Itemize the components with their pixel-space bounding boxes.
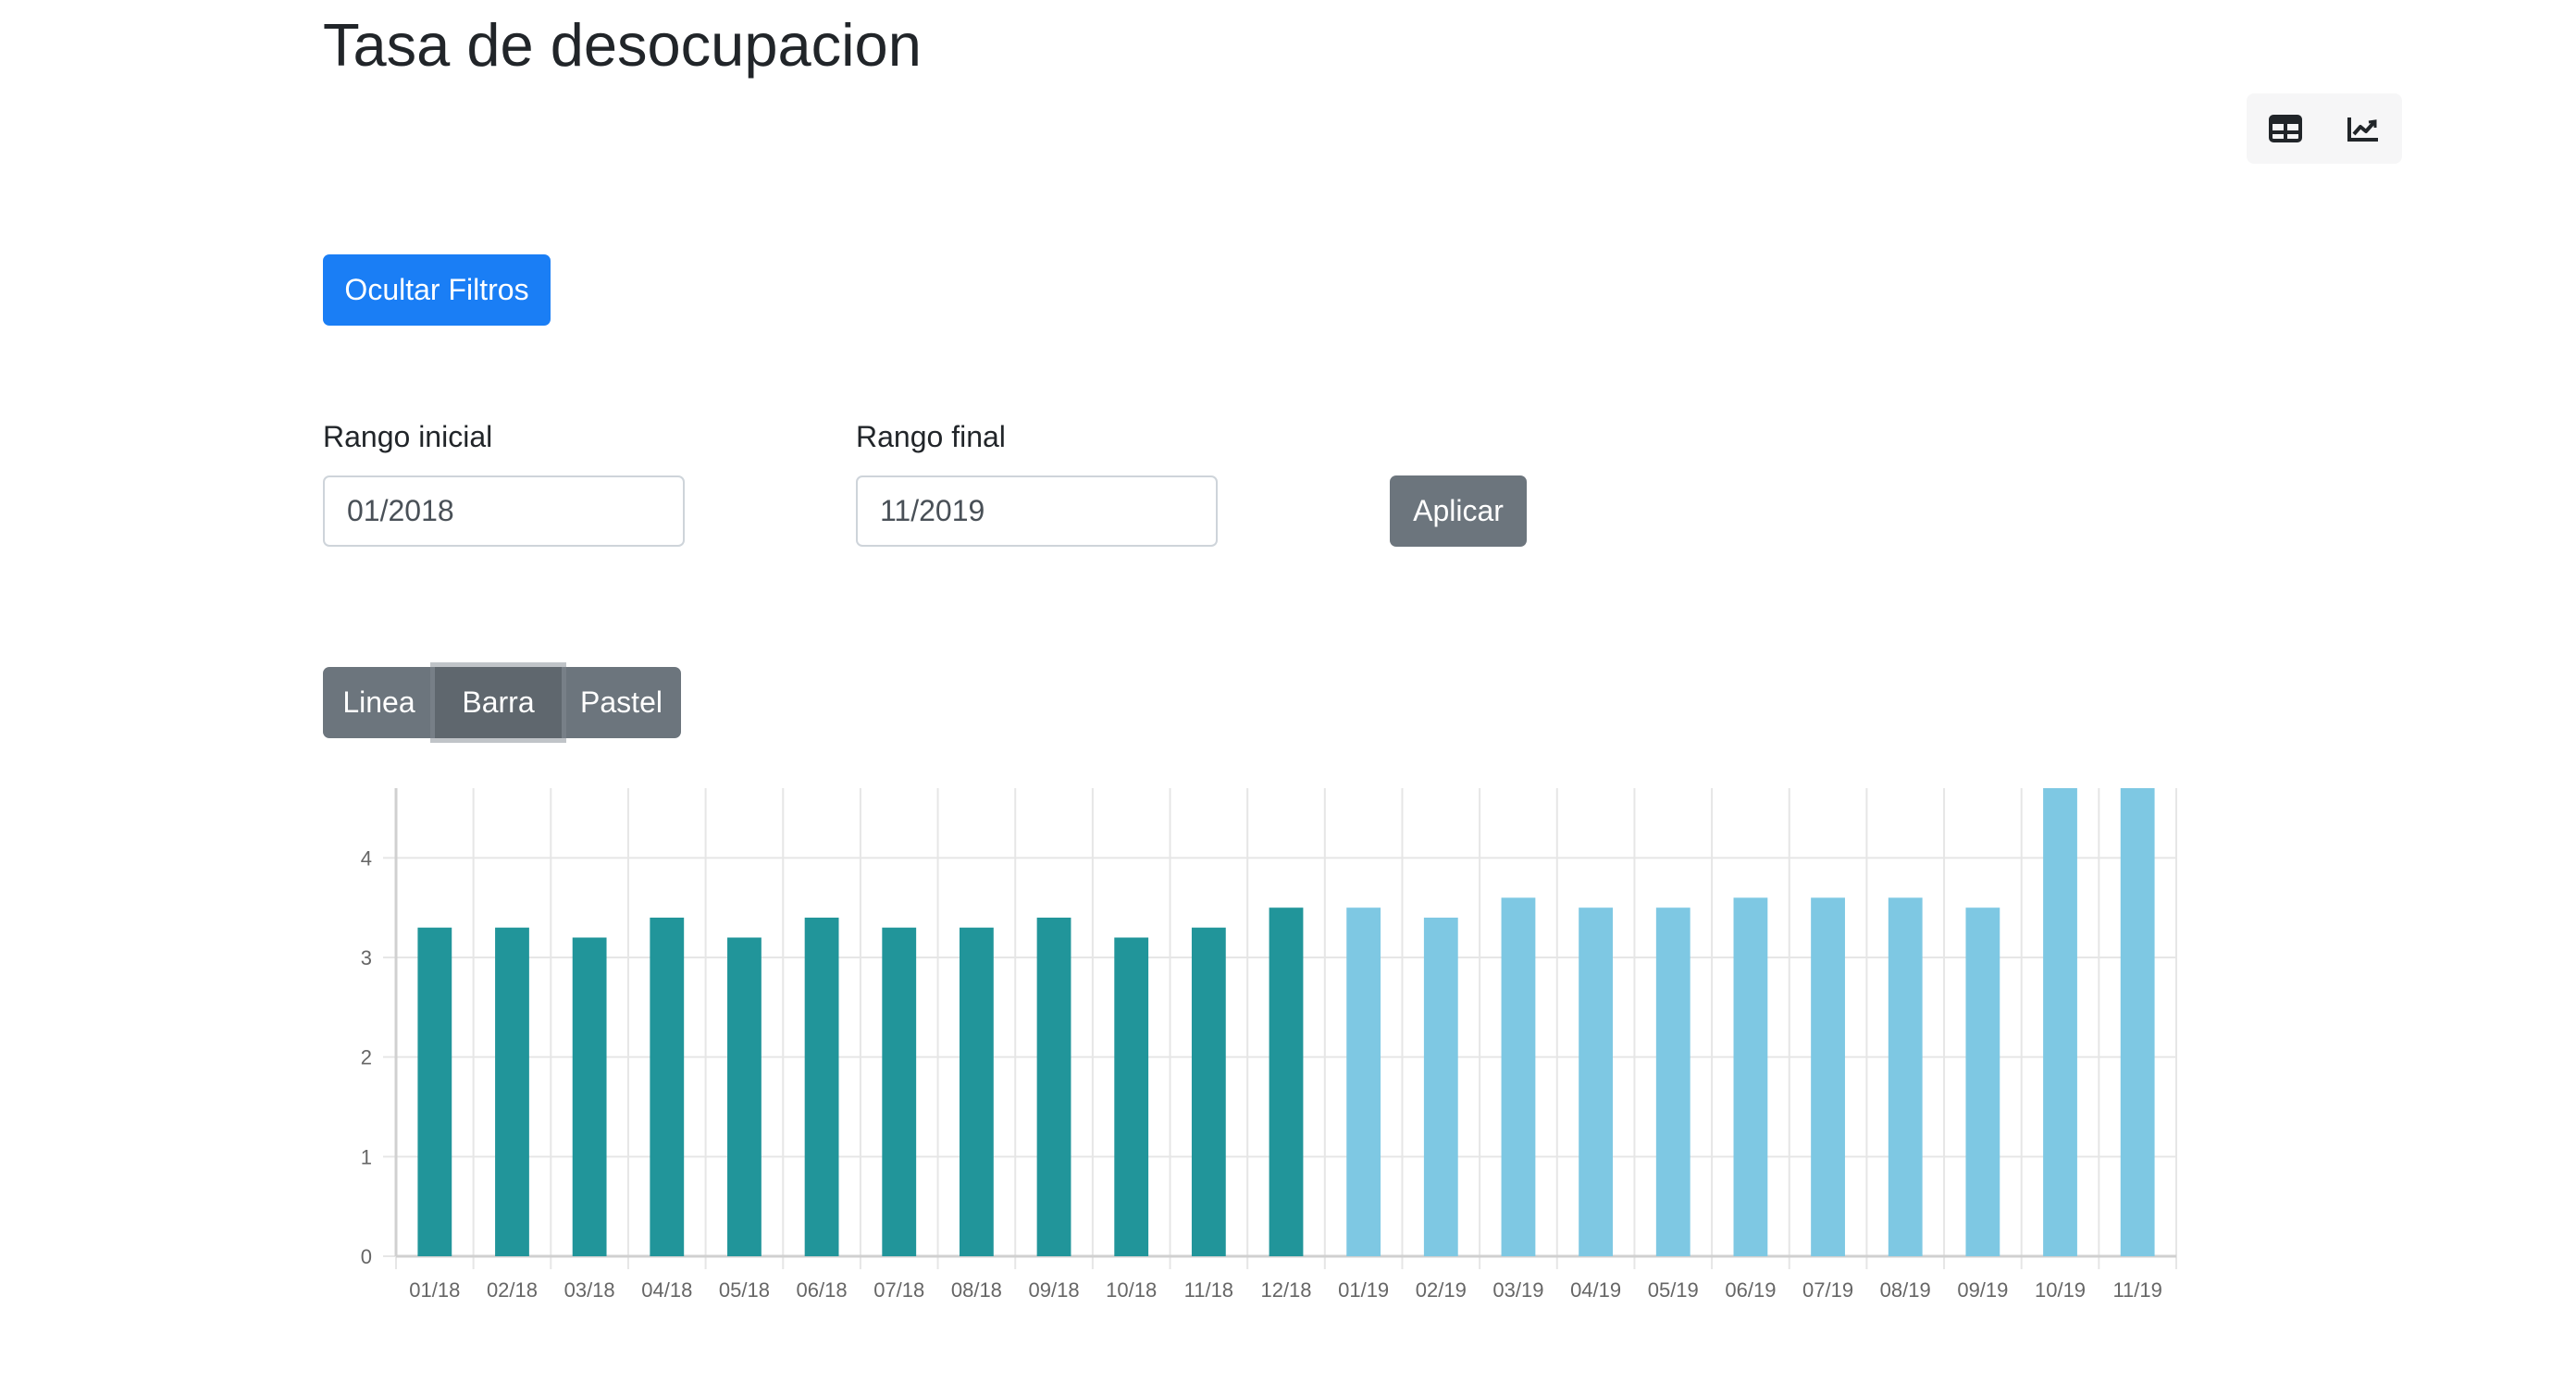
chart-bars xyxy=(417,788,2155,1256)
chart-type-line-button[interactable]: Linea xyxy=(323,667,435,738)
x-tick-label: 06/18 xyxy=(797,1278,848,1302)
chart-type-pie-button[interactable]: Pastel xyxy=(562,667,681,738)
x-tick-label: 05/19 xyxy=(1648,1278,1699,1302)
bar-06-19[interactable] xyxy=(1733,897,1768,1256)
bar-09-18[interactable] xyxy=(1036,917,1071,1256)
x-tick-label: 08/19 xyxy=(1880,1278,1931,1302)
y-tick-label: 3 xyxy=(361,946,372,969)
bar-01-18[interactable] xyxy=(417,927,452,1256)
bar-04-18[interactable] xyxy=(650,917,685,1256)
bar-02-19[interactable] xyxy=(1423,917,1458,1256)
y-tick-label: 0 xyxy=(361,1245,372,1268)
bar-01-19[interactable] xyxy=(1346,907,1381,1256)
bar-chart: 0 1 2 3 4 01/18 02/18 03/18 04/18 05/18 06/18 07/1… xyxy=(361,788,2177,1302)
x-tick-label: 11/18 xyxy=(1184,1278,1233,1302)
x-tick-label: 04/19 xyxy=(1570,1278,1621,1302)
view-toggle xyxy=(2247,93,2402,164)
apply-button[interactable]: Aplicar xyxy=(1390,475,1527,547)
x-tick-label: 11/19 xyxy=(2112,1278,2161,1302)
page-title: Tasa de desocupacion xyxy=(323,11,922,79)
bar-11-18[interactable] xyxy=(1191,927,1226,1256)
x-tick-label: 02/18 xyxy=(487,1278,538,1302)
x-tick-label: 01/19 xyxy=(1338,1278,1389,1302)
x-tick-label: 02/19 xyxy=(1416,1278,1467,1302)
y-tick-label: 4 xyxy=(361,846,372,870)
x-tick-label: 06/19 xyxy=(1725,1278,1776,1302)
start-range-label: Rango inicial xyxy=(323,420,493,453)
chart-type-selector: Linea Barra Pastel xyxy=(323,667,681,738)
bar-03-18[interactable] xyxy=(572,937,607,1256)
x-tick-label: 12/18 xyxy=(1260,1278,1311,1302)
bar-03-19[interactable] xyxy=(1501,897,1536,1256)
chart-view-button[interactable] xyxy=(2335,101,2391,156)
bar-07-19[interactable] xyxy=(1811,897,1845,1256)
chart-y-axis: 0 1 2 3 4 xyxy=(361,846,372,1268)
y-tick-label: 2 xyxy=(361,1046,372,1069)
x-tick-label: 10/18 xyxy=(1106,1278,1157,1302)
x-tick-label: 03/18 xyxy=(564,1278,615,1302)
bar-05-18[interactable] xyxy=(727,937,762,1256)
bar-11-19[interactable] xyxy=(2120,788,2155,1256)
table-icon xyxy=(2269,115,2302,142)
bar-08-18[interactable] xyxy=(959,927,994,1256)
bar-04-19[interactable] xyxy=(1579,907,1614,1256)
bar-06-18[interactable] xyxy=(804,917,839,1256)
bar-09-19[interactable] xyxy=(1965,907,2000,1256)
x-tick-label: 09/19 xyxy=(1957,1278,2008,1302)
bar-10-18[interactable] xyxy=(1114,937,1149,1256)
x-tick-label: 05/18 xyxy=(719,1278,770,1302)
chart-line-icon xyxy=(2347,117,2378,142)
bar-08-19[interactable] xyxy=(1888,897,1923,1256)
x-tick-label: 01/18 xyxy=(409,1278,460,1302)
x-tick-label: 03/19 xyxy=(1492,1278,1543,1302)
x-tick-label: 09/18 xyxy=(1029,1278,1080,1302)
end-range-label: Rango final xyxy=(856,420,1006,453)
bar-02-18[interactable] xyxy=(495,927,529,1256)
start-range-input[interactable] xyxy=(323,475,685,547)
bar-10-19[interactable] xyxy=(2043,788,2077,1256)
chart-type-bar-button[interactable]: Barra xyxy=(435,667,562,738)
toggle-filters-button[interactable]: Ocultar Filtros xyxy=(323,254,551,326)
bar-07-18[interactable] xyxy=(882,927,917,1256)
x-tick-label: 07/18 xyxy=(873,1278,924,1302)
bar-12-18[interactable] xyxy=(1269,907,1304,1256)
x-tick-label: 04/18 xyxy=(641,1278,692,1302)
x-tick-label: 10/19 xyxy=(2035,1278,2086,1302)
table-view-button[interactable] xyxy=(2258,101,2313,156)
bar-05-19[interactable] xyxy=(1655,907,1690,1256)
chart-x-axis: 01/18 02/18 03/18 04/18 05/18 06/18 07/18 08/18… xyxy=(409,1278,2162,1302)
end-range-input[interactable] xyxy=(856,475,1218,547)
x-tick-label: 07/19 xyxy=(1802,1278,1853,1302)
y-tick-label: 1 xyxy=(361,1145,372,1168)
x-tick-label: 08/18 xyxy=(951,1278,1002,1302)
